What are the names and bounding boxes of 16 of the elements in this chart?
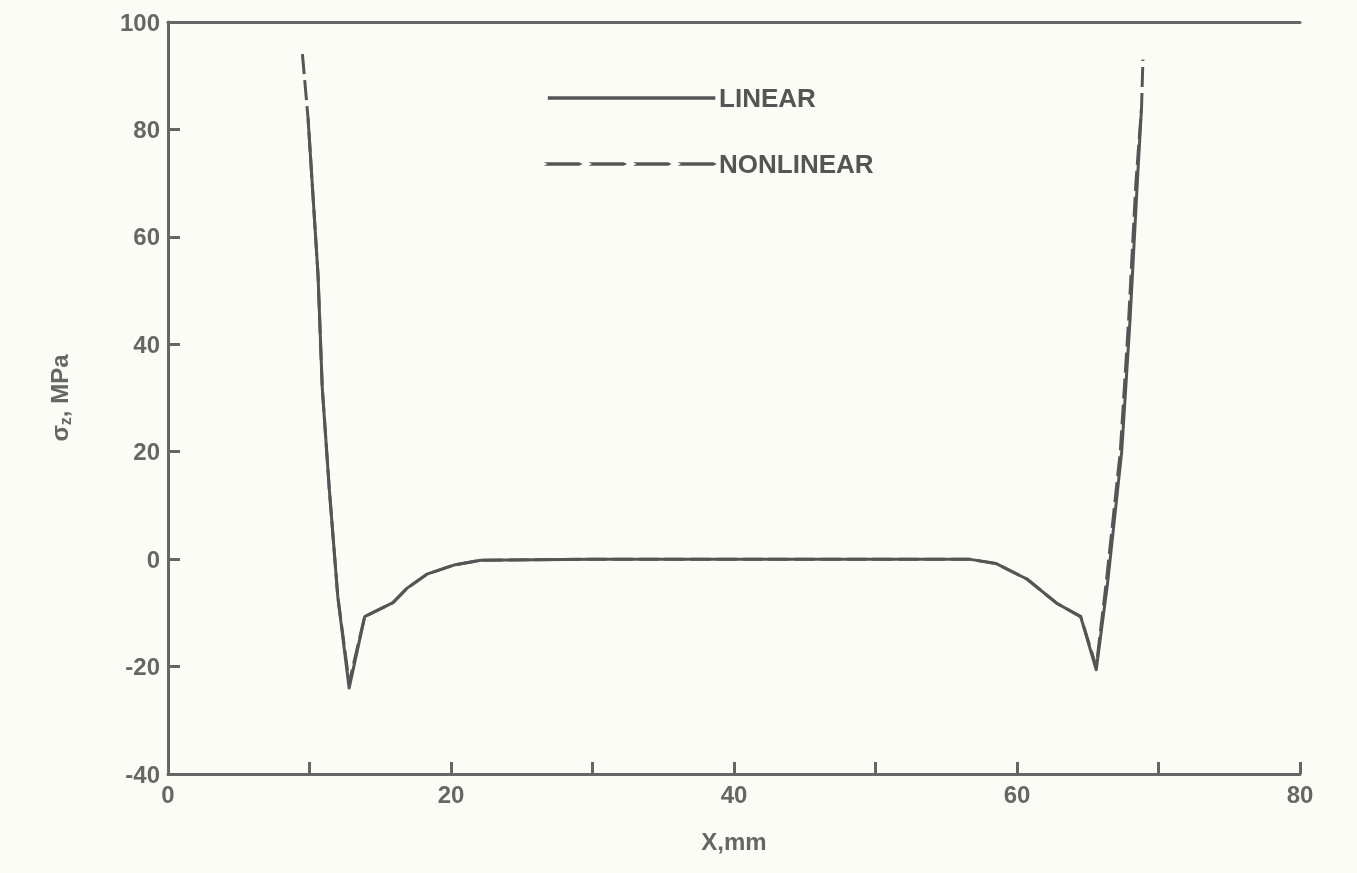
- y-tick-label: 40: [133, 330, 160, 358]
- x-axis-title: X,mm: [701, 827, 767, 855]
- y-tick-label: 80: [133, 115, 160, 143]
- y-tick-label: -20: [125, 653, 160, 681]
- y-tick-label: 0: [146, 545, 160, 573]
- x-tick-label: 40: [720, 780, 748, 808]
- y-tick-label: 60: [133, 223, 160, 251]
- x-tick-label: 60: [1003, 780, 1031, 808]
- legend-label: NONLINEAR: [719, 149, 874, 179]
- legend-label: LINEAR: [719, 83, 817, 113]
- x-tick-label: 20: [437, 780, 465, 808]
- y-axis-title: σz, MPa: [45, 353, 74, 442]
- y-tick-label: 20: [133, 438, 160, 466]
- x-tick-label: 80: [1286, 780, 1314, 808]
- y-tick-label: 100: [119, 8, 160, 36]
- y-tick-label: -40: [125, 760, 160, 788]
